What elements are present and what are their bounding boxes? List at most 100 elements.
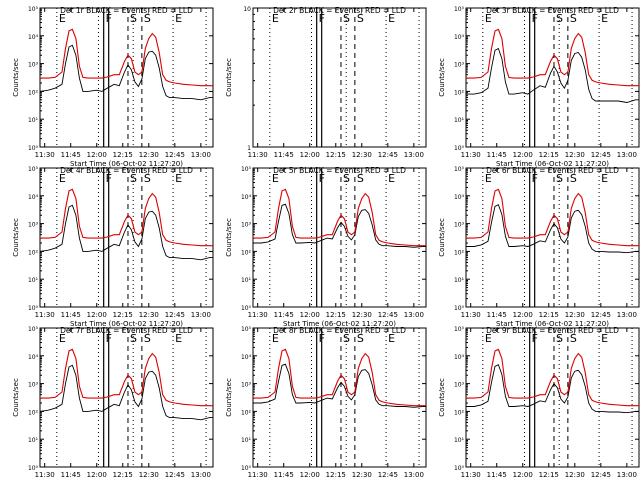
marker-label-s: S [570,332,577,345]
marker-label-s: S [144,172,151,185]
y-tick-label: 10¹ [241,277,252,284]
series-line-lld [466,348,639,407]
marker-label-s: S [357,172,364,185]
chart-title: Det 2r BLACK = Events, RED = LLD [273,6,406,15]
marker-label-e: E [601,12,608,25]
y-tick-label: 10³ [241,222,252,229]
x-tick-label: 12:45 [378,311,398,319]
x-tick-label: 12:00 [513,471,533,479]
marker-label-e: E [388,172,395,185]
chart-panel-7: E F S S E 11:30 11:45 12:00 12:15 12:30 12:45 13:00… [12,326,214,479]
marker-label-f: F [532,12,538,25]
y-tick-label: 10¹ [241,437,252,444]
x-tick-label: 12:15 [539,311,559,319]
x-tick-label: 12:15 [326,471,346,479]
x-tick-label: 11:30 [461,151,481,159]
y-tick-label: 10³ [454,62,465,69]
y-tick-label: 10⁰ [28,145,39,152]
x-tick-label: 11:45 [487,311,507,319]
y-tick-label: 10³ [241,382,252,389]
x-axis-label: Start Time (06-Oct-02 11:27:20) [70,160,183,168]
x-tick-label: 12:45 [591,471,611,479]
series-line-events [39,364,213,421]
x-tick-label: 12:30 [565,151,585,159]
chart-title: Det 4r BLACK = Events, RED = LLD [60,166,193,175]
y-tick-label: 1 [247,145,251,152]
marker-label-e: E [59,12,66,25]
marker-label-e: E [175,332,182,345]
x-tick-label: 12:15 [113,151,133,159]
plot-frame [465,327,640,468]
y-axis-label: Counts/sec [225,218,233,257]
y-axis-label: Counts/sec [12,378,20,417]
x-tick-label: 12:00 [300,151,320,159]
x-tick-label: 11:45 [274,151,294,159]
marker-label-s: S [343,172,350,185]
x-tick-label: 11:30 [248,471,268,479]
y-tick-label: 10⁴ [28,34,39,41]
y-tick-label: 10² [241,249,252,256]
marker-label-e: E [272,332,279,345]
x-tick-label: 12:45 [165,471,185,479]
y-tick-label: 10³ [28,62,39,69]
x-tick-label: 12:00 [87,311,107,319]
x-tick-label: 12:45 [591,311,611,319]
y-tick-label: 10⁴ [241,194,252,201]
chart-panel-9: E F S S E 11:30 11:45 12:00 12:15 12:30 12:45 13:00… [438,326,640,479]
y-tick-label: 10⁴ [28,354,39,361]
x-tick-label: 11:30 [35,311,55,319]
y-axis-label: Counts/sec [12,58,20,97]
marker-label-f: F [319,172,325,185]
y-tick-label: 10⁰ [28,465,39,472]
x-tick-label: 12:30 [565,471,585,479]
y-tick-label: 10¹ [28,437,39,444]
y-tick-label: 10⁴ [454,194,465,201]
y-tick-label: 10⁴ [454,34,465,41]
x-tick-label: 12:45 [378,471,398,479]
marker-label-f: F [532,332,538,345]
x-tick-label: 13:00 [404,311,424,319]
x-tick-label: 13:00 [191,311,211,319]
marker-label-s: S [130,332,137,345]
chart-title: Det 1r BLACK = Events, RED = LLD [60,6,193,15]
y-tick-label: 10⁵ [241,166,252,173]
chart-title: Det 9r BLACK = Events, RED = LLD [486,326,619,335]
x-tick-label: 12:30 [352,311,372,319]
x-tick-label: 12:45 [165,311,185,319]
x-tick-label: 11:45 [487,151,507,159]
marker-label-e: E [272,12,279,25]
y-tick-label: 10⁰ [454,465,465,472]
y-tick-label: 10⁵ [454,166,465,173]
x-tick-label: 12:15 [326,311,346,319]
marker-label-e: E [601,332,608,345]
x-tick-label: 12:45 [165,151,185,159]
x-tick-label: 12:00 [300,311,320,319]
plot-frame [252,167,427,308]
plot-frame [252,327,427,468]
y-axis-label: Counts/sec [438,218,446,257]
y-tick-label: 10³ [28,382,39,389]
series-line-events [39,44,213,101]
y-tick-label: 10⁵ [28,166,39,173]
x-tick-label: 11:30 [461,311,481,319]
x-axis-label: Start Time (06-Oct-02 11:27:20) [496,160,609,168]
y-tick-label: 10⁵ [454,6,465,13]
marker-label-s: S [357,12,364,25]
y-tick-label: 10⁵ [28,6,39,13]
marker-label-s: S [343,332,350,345]
y-tick-label: 10⁵ [454,326,465,333]
y-tick-label: 10² [28,89,39,96]
series-line-lld [466,28,639,87]
y-axis-label: Counts/sec [438,378,446,417]
chart-panel-1: E F S S E 11:30 11:45 12:00 12:15 12:30 12:45 13:00… [12,6,214,168]
plot-frame [39,327,214,468]
marker-label-s: S [343,12,350,25]
x-tick-label: 11:30 [248,151,268,159]
chart-panel-4: E F S S E 11:30 11:45 12:00 12:15 12:30 12:45 13:00… [12,166,214,328]
x-tick-label: 11:45 [274,471,294,479]
marker-label-s: S [144,332,151,345]
x-tick-label: 12:00 [300,471,320,479]
marker-label-e: E [175,12,182,25]
marker-label-f: F [106,332,112,345]
